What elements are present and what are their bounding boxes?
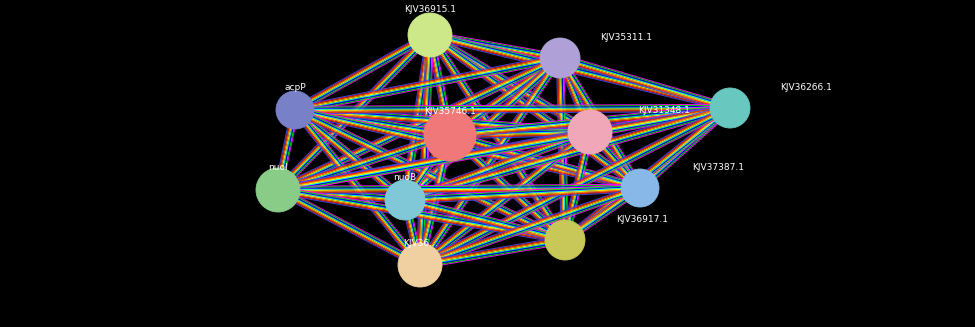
Circle shape xyxy=(621,169,659,207)
Circle shape xyxy=(408,13,452,57)
Circle shape xyxy=(710,88,750,128)
Text: KJV35311.1: KJV35311.1 xyxy=(600,33,652,42)
Text: KJV35746.1: KJV35746.1 xyxy=(424,107,476,116)
Text: KJV37387.1: KJV37387.1 xyxy=(692,163,744,172)
Circle shape xyxy=(545,220,585,260)
Circle shape xyxy=(256,168,300,212)
Circle shape xyxy=(540,38,580,78)
Text: acpP: acpP xyxy=(284,83,306,92)
Text: nuoI: nuoI xyxy=(268,163,288,172)
Text: KJV36266.1: KJV36266.1 xyxy=(780,83,832,92)
Circle shape xyxy=(424,109,476,161)
Text: KJV36915.1: KJV36915.1 xyxy=(404,5,456,14)
Text: KJV31348.1: KJV31348.1 xyxy=(638,106,690,115)
Circle shape xyxy=(276,91,314,129)
Text: KJV36...: KJV36... xyxy=(403,239,438,248)
Circle shape xyxy=(568,110,612,154)
Text: nuoB: nuoB xyxy=(394,173,416,182)
Circle shape xyxy=(398,243,442,287)
Circle shape xyxy=(385,180,425,220)
Text: KJV36917.1: KJV36917.1 xyxy=(616,215,668,224)
